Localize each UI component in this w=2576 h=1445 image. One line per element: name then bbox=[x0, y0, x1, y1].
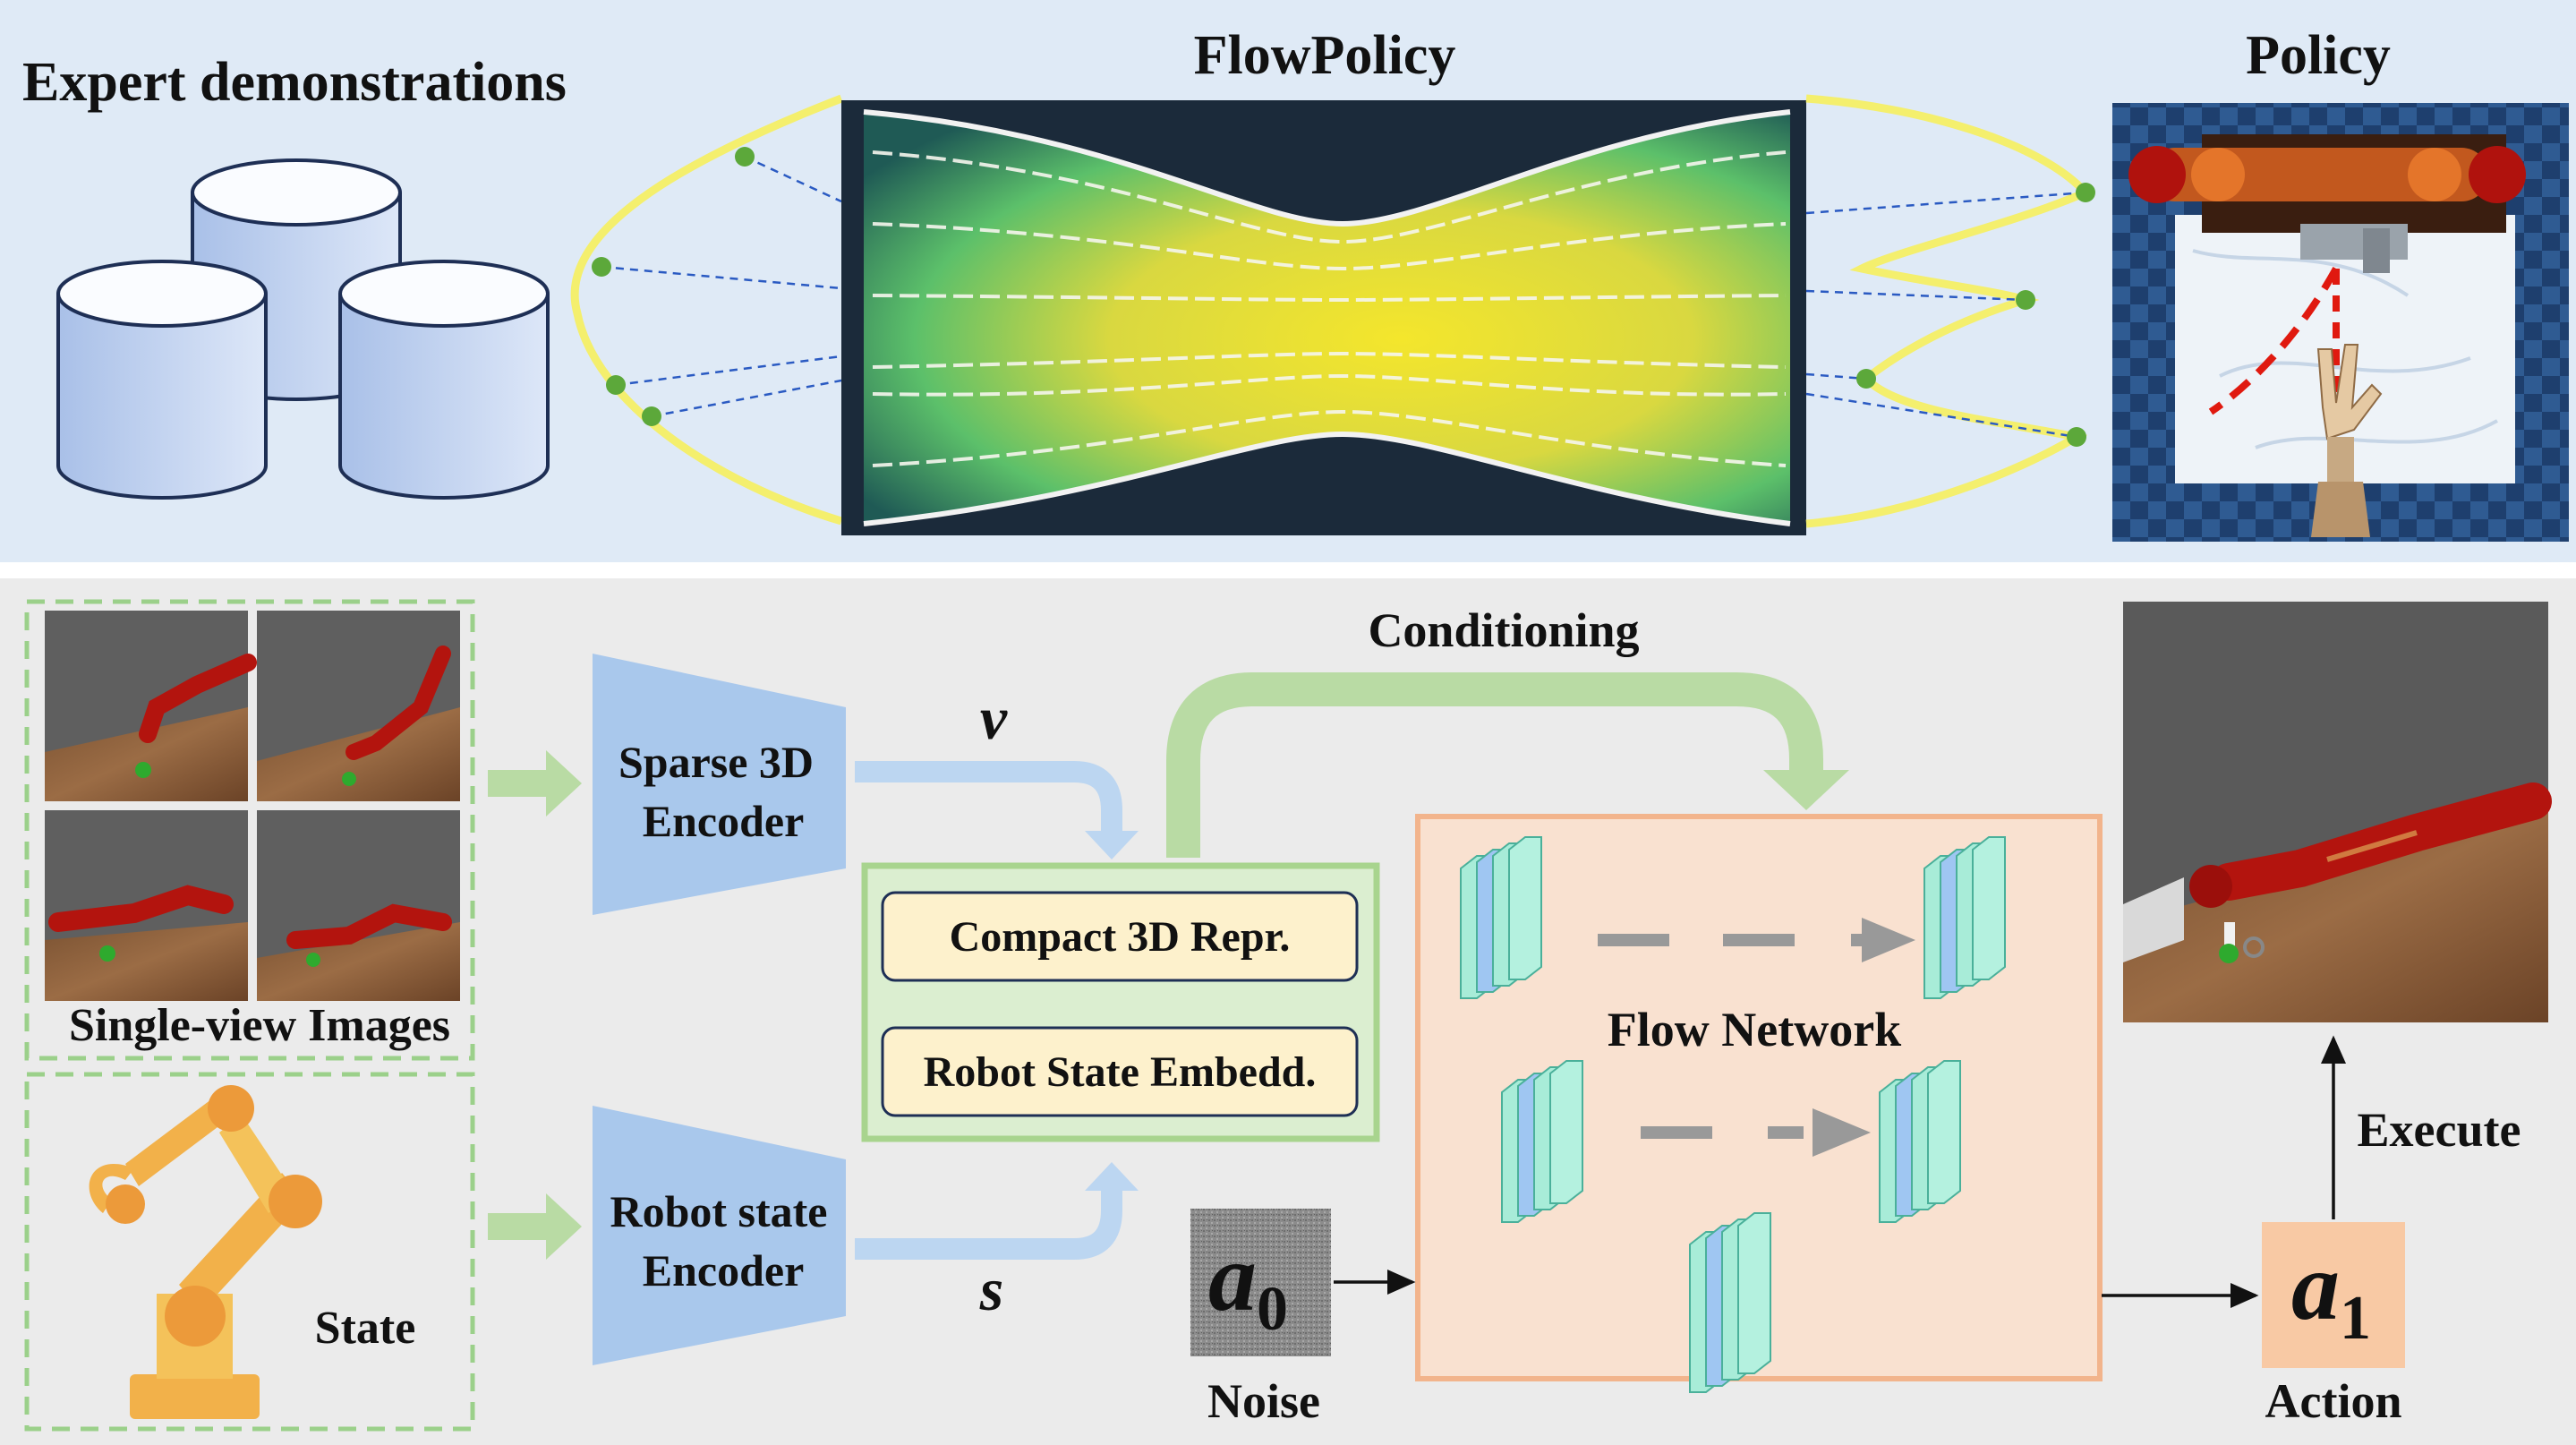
symbol-v: v bbox=[980, 684, 1008, 752]
robot-state-embed-label: Robot State Embedd. bbox=[924, 1048, 1317, 1096]
database-cylinder-left bbox=[56, 260, 268, 500]
images-box bbox=[24, 599, 475, 1061]
database-cylinder-right bbox=[338, 260, 550, 500]
state-caption: State bbox=[315, 1303, 416, 1354]
left-trajectory-points bbox=[592, 147, 755, 426]
left-connector-lines bbox=[601, 155, 842, 418]
robot-encoder-label-2: Encoder bbox=[643, 1245, 805, 1295]
camera-view-3 bbox=[45, 810, 248, 1001]
s-arrow bbox=[855, 1189, 1122, 1260]
action-symbol: a1 bbox=[2291, 1234, 2371, 1353]
layer-stack-1 bbox=[1460, 836, 1542, 999]
flowpolicy-title: FlowPolicy bbox=[1194, 25, 1456, 86]
single-view-images bbox=[45, 611, 460, 1001]
conditioning-arrowhead bbox=[1763, 770, 1849, 810]
layer-slab bbox=[1927, 1060, 1961, 1204]
noise-caption: Noise bbox=[1207, 1374, 1320, 1428]
sparse-3d-encoder bbox=[593, 654, 846, 915]
right-trajectory-points bbox=[1856, 183, 2095, 447]
database-icon bbox=[56, 158, 550, 500]
robot-arm-icon bbox=[89, 1085, 322, 1419]
s-arrowhead bbox=[1085, 1162, 1139, 1191]
action-box bbox=[2262, 1222, 2405, 1368]
images-caption: Single-view Images bbox=[69, 1000, 450, 1051]
layer-slab bbox=[1972, 836, 2006, 980]
v-arrowhead bbox=[1085, 831, 1139, 859]
symbol-s: s bbox=[979, 1255, 1003, 1323]
policy-title: Policy bbox=[2246, 25, 2391, 86]
flow-network-label: Flow Network bbox=[1608, 1003, 1901, 1056]
execution-image bbox=[2123, 602, 2552, 1022]
noise-image bbox=[1190, 1209, 1331, 1356]
state-to-encoder-arrow bbox=[488, 1193, 582, 1260]
sparse-encoder-label-2: Encoder bbox=[643, 796, 805, 846]
noise-symbol: a0 bbox=[1208, 1225, 1288, 1344]
flow-tube-image bbox=[841, 100, 1806, 535]
camera-view-1 bbox=[45, 611, 257, 801]
layer-stack-5 bbox=[1689, 1212, 1771, 1393]
action-caption: Action bbox=[2265, 1374, 2402, 1428]
robot-state-encoder bbox=[593, 1106, 846, 1365]
flow-network-layers bbox=[1460, 836, 2006, 1393]
layer-stack-3 bbox=[1501, 1060, 1583, 1223]
images-to-encoder-arrow bbox=[488, 750, 582, 817]
conditioning-label: Conditioning bbox=[1368, 603, 1639, 657]
camera-view-2 bbox=[257, 611, 460, 801]
layer-slab bbox=[1549, 1060, 1583, 1204]
right-connector-lines bbox=[1805, 191, 2086, 439]
compact-3d-repr-label: Compact 3D Repr. bbox=[950, 913, 1291, 961]
layer-stack-4 bbox=[1879, 1060, 1961, 1223]
flow-network-dashes bbox=[1598, 918, 1915, 1157]
expert-title: Expert demonstrations bbox=[22, 52, 567, 113]
v-arrow bbox=[855, 761, 1122, 833]
left-trajectory bbox=[570, 94, 843, 526]
sparse-encoder-label-1: Sparse 3D bbox=[618, 737, 814, 787]
layer-stack-2 bbox=[1923, 836, 2006, 999]
execute-label: Execute bbox=[2358, 1103, 2521, 1157]
robot-encoder-label-1: Robot state bbox=[610, 1186, 827, 1236]
policy-image bbox=[2112, 103, 2569, 542]
layer-slab bbox=[1737, 1212, 1771, 1374]
conditioning-arrow bbox=[1166, 672, 1823, 858]
camera-view-4 bbox=[257, 810, 460, 1001]
robot-state-embed-box bbox=[881, 1026, 1359, 1117]
compact-3d-repr-box bbox=[881, 891, 1359, 982]
layer-slab bbox=[1508, 836, 1542, 980]
